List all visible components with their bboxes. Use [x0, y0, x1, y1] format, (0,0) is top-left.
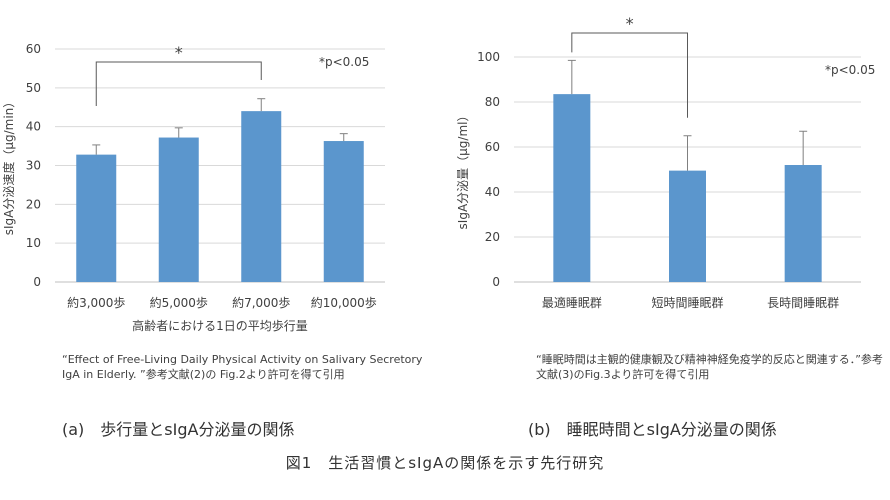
y-tick-label: 60: [26, 42, 41, 56]
bar: [323, 141, 364, 282]
y-tick-label: 20: [26, 197, 41, 211]
bar: [553, 94, 591, 282]
x-axis-title: 高齢者における1日の平均歩行量: [132, 318, 308, 333]
category-label: 約7,000歩: [232, 295, 290, 310]
significance-bracket: [95, 61, 262, 106]
category-label: 短時間睡眠群: [651, 296, 723, 310]
category-label: 最適睡眠群: [542, 295, 602, 310]
category-label: 長時間睡眠群: [767, 296, 839, 310]
chart-a-walking-siga: 0 10 20 30 40 50 60 約3,000歩 約5,000歩 約7,000歩 約10,00…: [1, 42, 385, 333]
caption-a: “Effect of Free-Living Daily Physical Ac…: [62, 353, 423, 381]
bar: [784, 165, 822, 282]
bar: [158, 137, 199, 282]
panel-label-b: (b) 睡眠時間とsIgA分泌量の関係: [528, 420, 777, 439]
significance-bracket: [571, 32, 688, 118]
y-tick-label: 80: [485, 95, 500, 109]
p-value-annotation: *p<0.05: [319, 55, 369, 69]
category-label: 約3,000歩: [67, 295, 125, 310]
y-tick-label: 20: [485, 230, 500, 244]
caption-b: “睡眠時間は主観的健康観及び精神神経免疫学的反応と関連する．”参考文献(3)のF…: [536, 353, 883, 381]
significance-star: *: [175, 43, 183, 62]
y-tick-label: 40: [485, 185, 500, 199]
bar: [76, 154, 117, 282]
y-tick-label: 60: [485, 140, 500, 154]
category-label: 約5,000歩: [150, 295, 208, 310]
bar: [241, 111, 282, 282]
y-tick-label: 10: [26, 236, 41, 250]
panel-label-a: (a) 歩行量とsIgA分泌量の関係: [62, 420, 295, 439]
chart-b-sleep-siga: 0 20 40 60 80 100 最適睡眠群 短時間睡眠群 長時間睡眠群 sIgA分泌量（μg/…: [456, 14, 875, 310]
significance-star: *: [626, 14, 634, 33]
y-tick-label: 40: [26, 120, 41, 134]
figure-title: 図1 生活習慣とsIgAの関係を示す先行研究: [285, 454, 605, 472]
y-tick-label: 0: [492, 275, 500, 289]
y-tick-label: 0: [33, 275, 41, 289]
y-axis-title: sIgA分泌量（μg/ml）: [456, 110, 470, 230]
y-tick-label: 100: [477, 50, 500, 64]
y-tick-label: 50: [26, 81, 41, 95]
y-axis-title: sIgA分泌速度（μg/min）: [1, 96, 16, 236]
p-value-annotation: *p<0.05: [825, 63, 875, 77]
bar: [669, 170, 706, 282]
y-tick-label: 30: [26, 159, 41, 173]
category-label: 約10,000歩: [311, 295, 377, 310]
